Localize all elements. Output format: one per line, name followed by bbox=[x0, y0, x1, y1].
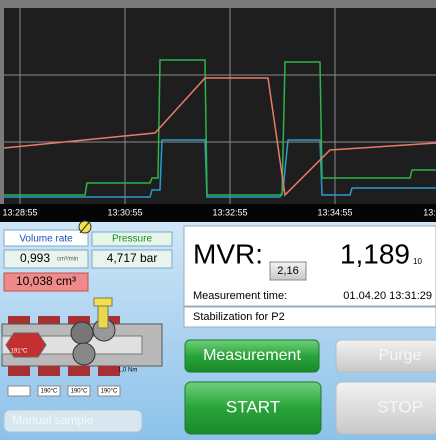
screen: 13:28:55 13:30:55 13:32:55 13:34:55 13:3… bbox=[0, 0, 436, 440]
page: 13:28:55 13:30:55 13:32:55 13:34:55 13:3… bbox=[0, 0, 436, 440]
volume-rate-unit: cm³/min bbox=[57, 257, 78, 263]
time-label: 13:28:55 bbox=[2, 207, 37, 217]
stop-label: STOP bbox=[377, 397, 423, 416]
mvr-label: MVR: bbox=[193, 238, 263, 269]
time-label: 13:30:55 bbox=[107, 207, 142, 217]
volume-value: 10,038 cm³ bbox=[16, 274, 76, 288]
volume-rate-value: 0,993 bbox=[20, 251, 50, 265]
zone-temp: 190°C bbox=[101, 389, 118, 395]
mvr-unit: 10 bbox=[413, 257, 422, 266]
zone-temp: 190°C bbox=[41, 389, 58, 395]
trend-plot bbox=[4, 8, 436, 204]
time-label: 13:34:55 bbox=[317, 207, 352, 217]
measurement-label: Measurement bbox=[203, 347, 301, 364]
zone-temp: 190°C bbox=[71, 389, 88, 395]
zone-temp: 191°C bbox=[11, 349, 28, 355]
purge-label: Purge bbox=[379, 347, 422, 364]
time-label: 13:32:55 bbox=[212, 207, 247, 217]
pressure-value: 4,717 bar bbox=[107, 251, 158, 265]
torque: 1,0 Nm bbox=[118, 368, 137, 374]
time-caption: Measurement time: bbox=[193, 290, 287, 302]
start-label: START bbox=[226, 397, 280, 416]
load-value: 2,16 bbox=[277, 265, 298, 277]
measurement-time: 01.04.20 13:31:29 bbox=[343, 290, 432, 302]
pressure-label: Pressure bbox=[112, 234, 152, 245]
time-label: 13:3 bbox=[423, 207, 436, 217]
manual-sample-label: Manual sample bbox=[12, 413, 94, 427]
volume-rate-label: Volume rate bbox=[19, 234, 73, 245]
mvr-value: 1,189 bbox=[340, 238, 410, 269]
status: Stabilization for P2 bbox=[193, 311, 285, 323]
